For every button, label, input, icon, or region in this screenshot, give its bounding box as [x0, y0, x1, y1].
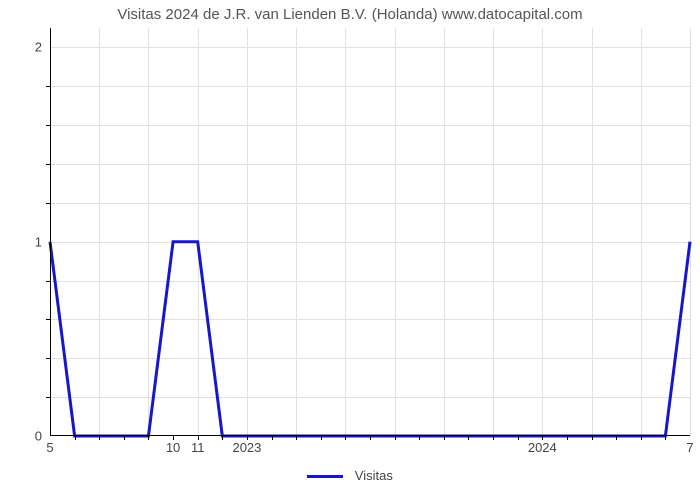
x-minor-tick — [419, 436, 420, 440]
plot-area: 012 51011202320247 — [50, 28, 690, 436]
x-minor-tick — [124, 436, 125, 440]
x-minor-tick — [370, 436, 371, 440]
x-minor-tick — [641, 436, 642, 440]
x-minor-tick — [395, 436, 396, 440]
y-minor-tick — [46, 125, 50, 126]
legend-swatch — [307, 475, 343, 478]
x-minor-tick — [272, 436, 273, 440]
x-minor-tick — [198, 436, 199, 440]
legend-label: Visitas — [355, 468, 393, 483]
x-minor-tick — [99, 436, 100, 440]
y-minor-tick — [46, 281, 50, 282]
x-minor-tick — [321, 436, 322, 440]
y-minor-tick — [46, 164, 50, 165]
x-tick-label: 5 — [46, 440, 53, 455]
y-minor-tick — [46, 203, 50, 204]
y-minor-tick — [46, 319, 50, 320]
y-tick-label: 0 — [35, 429, 42, 444]
axes — [50, 28, 690, 436]
x-minor-tick — [222, 436, 223, 440]
gridline-v — [690, 28, 691, 436]
x-minor-tick — [75, 436, 76, 440]
y-minor-tick — [46, 86, 50, 87]
x-minor-tick — [296, 436, 297, 440]
x-tick-label: 2024 — [528, 440, 557, 455]
x-minor-tick — [493, 436, 494, 440]
x-minor-tick — [518, 436, 519, 440]
x-tick-label: 11 — [191, 440, 205, 455]
x-minor-tick — [542, 436, 543, 440]
x-minor-tick — [148, 436, 149, 440]
x-minor-tick — [592, 436, 593, 440]
y-tick-label: 2 — [35, 40, 42, 55]
x-minor-tick — [567, 436, 568, 440]
x-minor-tick — [665, 436, 666, 440]
x-minor-tick — [444, 436, 445, 440]
x-tick-label: 2023 — [232, 440, 261, 455]
x-minor-tick — [468, 436, 469, 440]
y-tick-label: 1 — [35, 234, 42, 249]
y-minor-tick — [46, 358, 50, 359]
chart-title: Visitas 2024 de J.R. van Lienden B.V. (H… — [0, 6, 700, 23]
x-minor-tick — [247, 436, 248, 440]
x-minor-tick — [173, 436, 174, 440]
y-minor-tick — [46, 397, 50, 398]
legend: Visitas — [0, 468, 700, 483]
x-minor-tick — [345, 436, 346, 440]
x-tick-label: 10 — [166, 440, 180, 455]
x-tick-label: 7 — [686, 440, 693, 455]
x-minor-tick — [616, 436, 617, 440]
